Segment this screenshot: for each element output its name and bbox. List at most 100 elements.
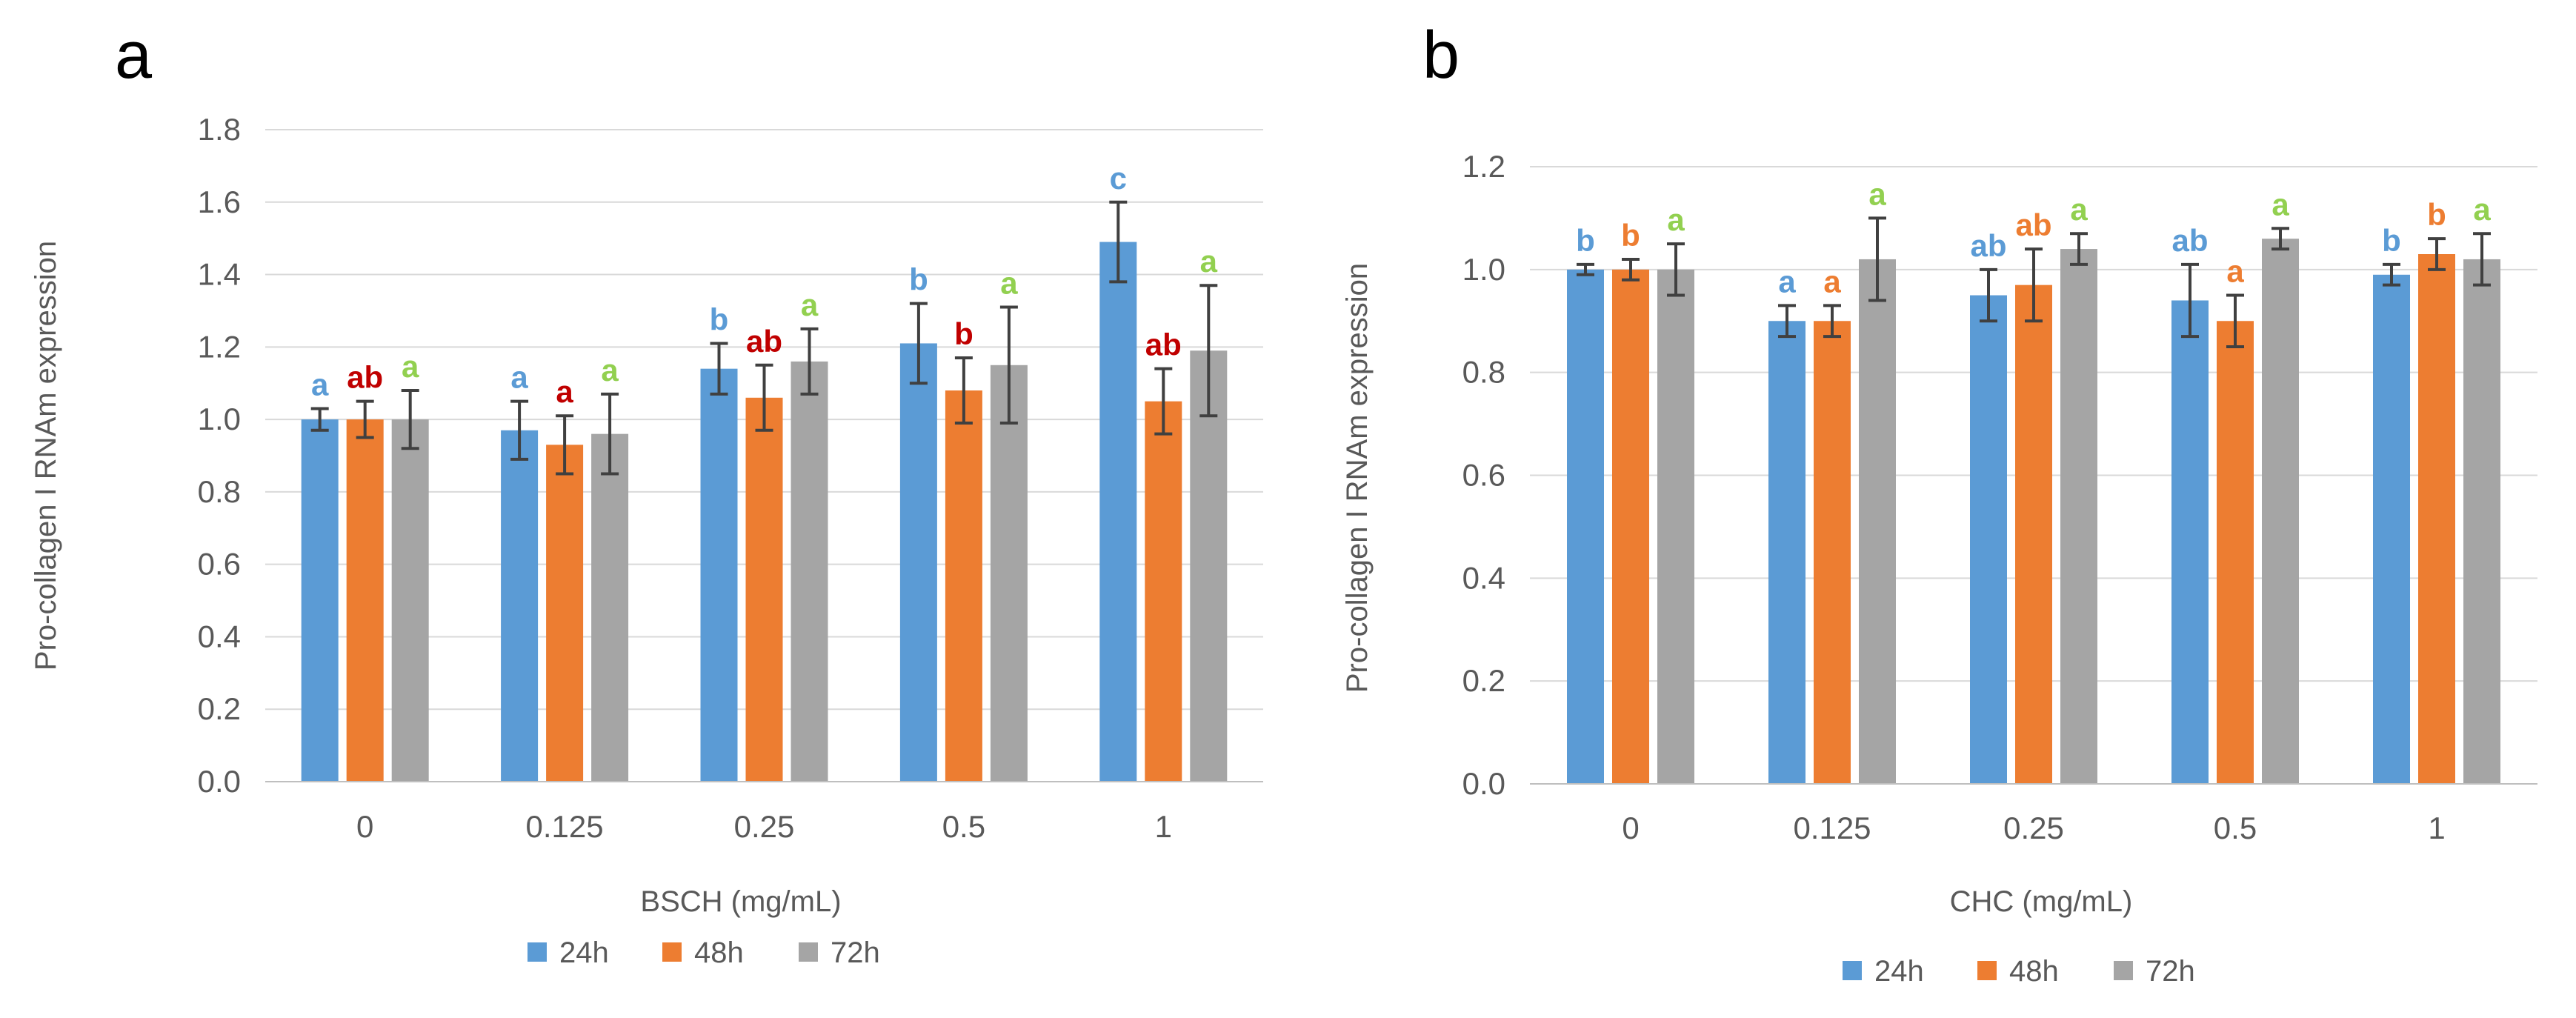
bar-24h-0 — [1567, 269, 1604, 784]
panel-label: b — [1422, 19, 1460, 93]
panel-label: a — [115, 19, 153, 93]
y-axis-label: Pro-collagen I RNAm expression — [30, 241, 62, 671]
significance-letter: b — [710, 302, 729, 336]
significance-letter: a — [1868, 176, 1886, 211]
significance-letter: b — [2427, 197, 2446, 232]
legend-label-48h: 48h — [694, 937, 744, 969]
y-tick-label: 0.6 — [1462, 458, 1505, 493]
significance-letter: a — [1778, 264, 1796, 299]
y-axis-label: Pro-collagen I RNAm expression — [1341, 263, 1374, 693]
bar-72h-0.5 — [2262, 239, 2299, 784]
bar-48h-1 — [2418, 254, 2455, 785]
bar-72h-0 — [391, 419, 429, 782]
x-tick-label: 0.5 — [942, 809, 985, 844]
bar-24h-0.25 — [700, 368, 738, 782]
bar-48h-0.125 — [1814, 321, 1851, 784]
y-tick-label: 0.2 — [1462, 663, 1505, 698]
bar-48h-0 — [346, 419, 384, 782]
y-tick-label: 0.8 — [198, 474, 241, 509]
significance-letter: a — [2272, 187, 2289, 222]
y-tick-label: 0.8 — [1462, 355, 1505, 390]
bar-72h-0.5 — [990, 365, 1028, 782]
x-axis-label: CHC (mg/mL) — [1950, 885, 2133, 918]
significance-letter: a — [1667, 202, 1685, 237]
bar-72h-0.125 — [591, 433, 629, 782]
y-tick-label: 1.2 — [198, 329, 241, 364]
significance-letter: a — [556, 374, 573, 409]
x-tick-label: 0.125 — [1793, 811, 1871, 845]
x-tick-label: 1 — [2428, 811, 2445, 845]
significance-letter: a — [402, 349, 419, 384]
significance-letter: b — [2382, 223, 2401, 258]
y-tick-label: 1.0 — [1462, 252, 1505, 287]
legend-swatch-48h — [662, 942, 682, 962]
bar-48h-0.125 — [546, 445, 584, 782]
significance-letter: ab — [1970, 228, 2006, 263]
significance-letter: a — [311, 367, 329, 402]
x-axis-label: BSCH (mg/mL) — [640, 885, 841, 918]
y-tick-label: 0.0 — [198, 764, 241, 799]
x-tick-label: 0 — [1622, 811, 1639, 845]
bar-24h-1 — [2373, 274, 2410, 784]
legend-swatch-72h — [799, 942, 818, 962]
y-tick-label: 1.0 — [198, 402, 241, 436]
bar-24h-0.125 — [501, 430, 539, 782]
bar-24h-0.5 — [2171, 300, 2209, 784]
bar-48h-0.25 — [2015, 285, 2052, 784]
x-tick-label: 0.125 — [526, 809, 604, 844]
y-tick-label: 1.2 — [1462, 149, 1505, 184]
significance-letter: b — [909, 262, 928, 297]
y-tick-label: 0.0 — [1462, 766, 1505, 801]
legend-label-24h: 24h — [559, 937, 609, 969]
significance-letter: a — [2226, 254, 2244, 289]
legend-swatch-24h — [1843, 961, 1862, 980]
x-tick-label: 0.5 — [2214, 811, 2257, 845]
y-tick-label: 0.4 — [198, 619, 241, 653]
significance-letter: ab — [1145, 327, 1182, 362]
x-tick-label: 1 — [1155, 809, 1172, 844]
x-tick-label: 0.25 — [2003, 811, 2064, 845]
significance-letter: ab — [2015, 207, 2051, 242]
significance-letter: b — [1576, 223, 1595, 258]
legend-label-72h: 72h — [2146, 955, 2195, 988]
bar-24h-0.5 — [899, 343, 937, 782]
bar-72h-0.25 — [2060, 249, 2097, 785]
significance-letter: a — [2473, 192, 2491, 227]
bar-48h-1 — [1145, 401, 1182, 782]
bar-72h-0.25 — [791, 361, 828, 782]
bar-24h-0 — [301, 419, 339, 782]
bar-72h-1 — [1190, 350, 1228, 782]
significance-letter: b — [954, 316, 974, 351]
bar-72h-0 — [1657, 269, 1694, 784]
legend-label-72h: 72h — [831, 937, 880, 969]
y-tick-label: 1.4 — [198, 257, 241, 292]
bar-24h-0.125 — [1768, 321, 1805, 784]
panel-b-chart: b 0.0 0.2 0.4 0.6 0.8 1.0 1.2 Pro-collagen I RNA… — [1341, 19, 2537, 988]
bar-24h-1 — [1099, 242, 1137, 782]
legend-label-24h: 24h — [1874, 955, 1924, 988]
legend-swatch-24h — [527, 942, 547, 962]
y-tick-label: 1.8 — [198, 112, 241, 147]
bar-72h-0.125 — [1859, 259, 1896, 784]
significance-letter: a — [1200, 244, 1218, 279]
x-tick-label: 0.25 — [734, 809, 795, 844]
legend-swatch-72h — [2114, 961, 2133, 980]
y-tick-label: 0.6 — [198, 547, 241, 582]
legend-label-48h: 48h — [2009, 955, 2059, 988]
significance-letter: ab — [2171, 223, 2208, 258]
bar-24h-0.25 — [1970, 295, 2007, 785]
significance-letter: b — [1621, 218, 1640, 253]
x-tick-label: 0 — [356, 809, 373, 844]
significance-letter: a — [510, 360, 528, 395]
significance-letter: ab — [347, 360, 383, 395]
significance-letter: a — [1000, 266, 1018, 301]
significance-letter: a — [1823, 264, 1841, 299]
panel-a-chart: a 0.0 0.2 0.4 0.6 0.8 1.0 1.2 1.4 1.6 1.8 Pro-colla… — [30, 19, 1263, 969]
y-tick-label: 0.2 — [198, 691, 241, 726]
bar-48h-0 — [1612, 269, 1649, 784]
significance-letter: a — [601, 353, 619, 387]
y-tick-label: 1.6 — [198, 184, 241, 219]
significance-letter: c — [1110, 161, 1127, 196]
bar-48h-0.5 — [945, 390, 982, 782]
